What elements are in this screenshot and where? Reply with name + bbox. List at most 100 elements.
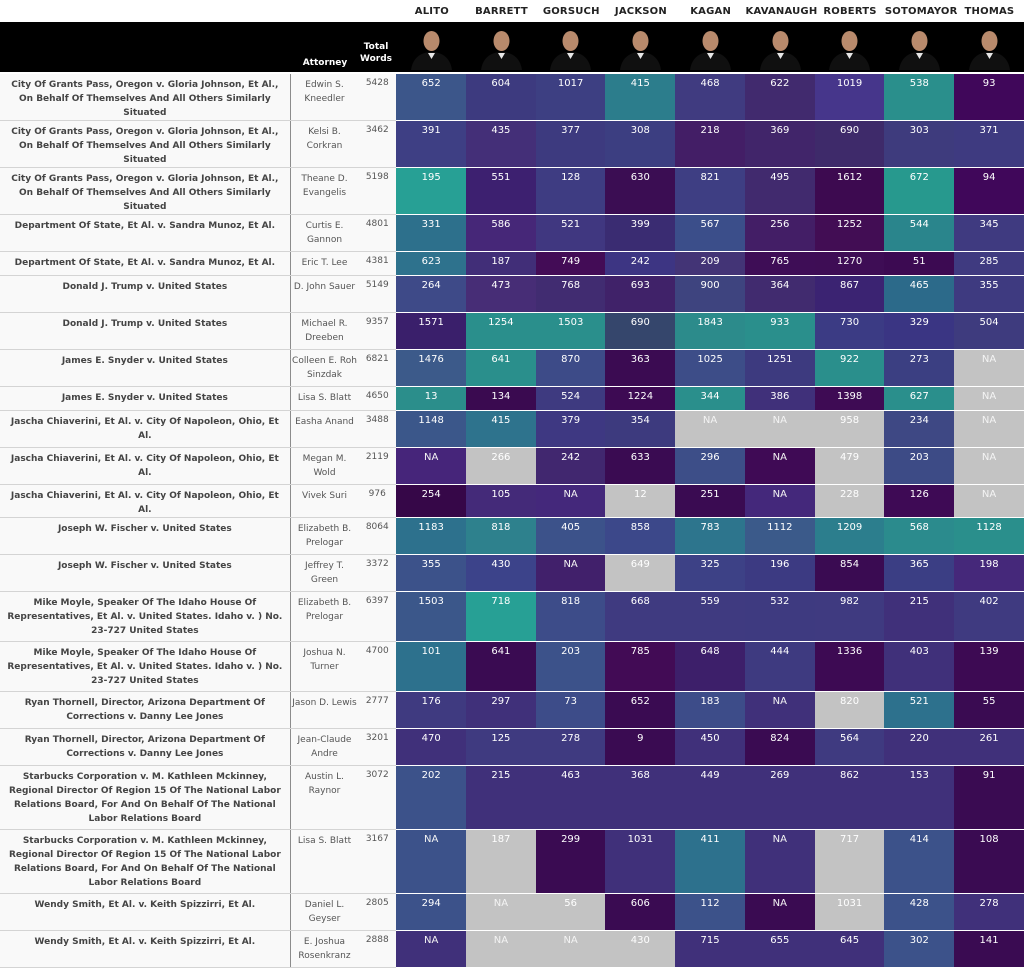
word-count-cell-alito: 355 xyxy=(396,554,467,592)
total-words-cell: 3372 xyxy=(358,554,397,592)
word-count-cell-barrett: 105 xyxy=(466,484,536,518)
justice-portrait-sotomayor xyxy=(885,26,954,70)
attorney-cell: E. Joshua Rosenkranz xyxy=(290,930,359,968)
total-words-cell: 6397 xyxy=(358,591,397,642)
word-count-cell-kagan: 183 xyxy=(675,691,745,729)
word-count-cell-barrett: 473 xyxy=(466,275,536,313)
word-count-cell-gorsuch: 73 xyxy=(535,691,606,729)
word-count-cell-roberts: 867 xyxy=(814,275,885,313)
word-count-cell-thomas: 94 xyxy=(954,167,1024,215)
word-count-cell-alito: NA xyxy=(396,829,467,894)
word-count-cell-gorsuch: 818 xyxy=(535,591,606,642)
word-count-cell-jackson: 606 xyxy=(605,893,676,931)
table-row: Jascha Chiaverini, Et Al. v. City Of Nap… xyxy=(0,447,1024,485)
attorney-cell: Jean-Claude Andre xyxy=(290,728,359,766)
word-count-cell-barrett: 415 xyxy=(466,410,536,448)
word-count-cell-barrett: 818 xyxy=(466,517,536,555)
word-count-cell-alito: 331 xyxy=(396,214,467,252)
table-row: City Of Grants Pass, Oregon v. Gloria Jo… xyxy=(0,120,1024,168)
word-count-cell-kavanaugh: 824 xyxy=(744,728,815,766)
table-row: Joseph W. Fischer v. United States Jeffre… xyxy=(0,554,1024,592)
word-count-cell-alito: 1503 xyxy=(396,591,467,642)
word-count-cell-barrett: 641 xyxy=(466,349,536,387)
word-count-cell-kavanaugh: 256 xyxy=(744,214,815,252)
word-count-cell-roberts: 1398 xyxy=(814,386,885,411)
word-count-cell-thomas: 141 xyxy=(954,930,1024,968)
case-name-cell: Joseph W. Fischer v. United States xyxy=(0,517,291,555)
word-count-cell-alito: NA xyxy=(396,447,467,485)
word-count-cell-roberts: 1336 xyxy=(814,641,885,692)
word-count-cell-thomas: 402 xyxy=(954,591,1024,642)
word-count-cell-kavanaugh: 269 xyxy=(744,765,815,830)
word-count-cell-gorsuch: NA xyxy=(535,554,606,592)
table-row: Donald J. Trump v. United States Michael … xyxy=(0,312,1024,350)
word-count-cell-kagan: 648 xyxy=(675,641,745,692)
word-count-cell-alito: 101 xyxy=(396,641,467,692)
word-count-cell-roberts: 690 xyxy=(814,120,885,168)
word-count-cell-gorsuch: 524 xyxy=(535,386,606,411)
justice-name-roberts: ROBERTS xyxy=(823,6,877,17)
word-count-cell-thomas: 91 xyxy=(954,765,1024,830)
word-count-cell-gorsuch: 128 xyxy=(535,167,606,215)
word-count-cell-alito: 264 xyxy=(396,275,467,313)
case-name-cell: City Of Grants Pass, Oregon v. Gloria Jo… xyxy=(0,74,291,121)
word-count-cell-barrett: NA xyxy=(466,893,536,931)
word-count-cell-kagan: 344 xyxy=(675,386,745,411)
table-row: Donald J. Trump v. United States D. John … xyxy=(0,275,1024,313)
justice-name-alito: ALITO xyxy=(414,6,449,17)
justice-portrait-roberts xyxy=(815,26,884,70)
total-words-cell: 5428 xyxy=(358,74,397,121)
table-row: Joseph W. Fischer v. United States Elizab… xyxy=(0,517,1024,555)
attorney-cell: Curtis E. Gannon xyxy=(290,214,359,252)
word-count-cell-barrett: 1254 xyxy=(466,312,536,350)
total-words-cell: 8064 xyxy=(358,517,397,555)
word-count-cell-gorsuch: 749 xyxy=(535,251,606,276)
word-count-cell-alito: 195 xyxy=(396,167,467,215)
word-count-cell-kagan: 468 xyxy=(675,74,745,121)
word-count-cell-barrett: 266 xyxy=(466,447,536,485)
table-row: Jascha Chiaverini, Et Al. v. City Of Nap… xyxy=(0,410,1024,448)
word-count-cell-alito: 294 xyxy=(396,893,467,931)
attorney-cell: Colleen E. Roh Sinzdak xyxy=(290,349,359,387)
word-count-cell-gorsuch: 379 xyxy=(535,410,606,448)
word-count-cell-kagan: 450 xyxy=(675,728,745,766)
word-count-cell-sotomayor: 672 xyxy=(884,167,955,215)
table-row: Mike Moyle, Speaker Of The Idaho House O… xyxy=(0,591,1024,642)
word-count-cell-kavanaugh: NA xyxy=(744,484,815,518)
word-count-cell-sotomayor: 215 xyxy=(884,591,955,642)
table-row: James E. Snyder v. United States Colleen … xyxy=(0,349,1024,387)
word-count-cell-kavanaugh: 369 xyxy=(744,120,815,168)
word-count-cell-kagan: 715 xyxy=(675,930,745,968)
word-count-cell-jackson: 430 xyxy=(605,930,676,968)
word-count-cell-kavanaugh: 364 xyxy=(744,275,815,313)
word-count-cell-kavanaugh: 532 xyxy=(744,591,815,642)
word-count-cell-kavanaugh: 1112 xyxy=(744,517,815,555)
word-count-cell-kagan: 325 xyxy=(675,554,745,592)
justice-portrait-gorsuch xyxy=(536,26,605,70)
word-count-cell-kavanaugh: NA xyxy=(744,691,815,729)
attorney-cell: Elizabeth B. Prelogar xyxy=(290,517,359,555)
justice-name-kagan: KAGAN xyxy=(690,6,732,17)
word-count-cell-gorsuch: 521 xyxy=(535,214,606,252)
word-count-cell-jackson: 308 xyxy=(605,120,676,168)
word-count-cell-barrett: 435 xyxy=(466,120,536,168)
word-count-cell-alito: 254 xyxy=(396,484,467,518)
table-row: City Of Grants Pass, Oregon v. Gloria Jo… xyxy=(0,167,1024,215)
word-count-cell-thomas: 371 xyxy=(954,120,1024,168)
word-count-cell-thomas: 504 xyxy=(954,312,1024,350)
word-count-cell-barrett: 718 xyxy=(466,591,536,642)
word-count-cell-thomas: NA xyxy=(954,447,1024,485)
table-row: Starbucks Corporation v. M. Kathleen Mck… xyxy=(0,765,1024,830)
word-count-cell-alito: 202 xyxy=(396,765,467,830)
word-count-cell-kavanaugh: NA xyxy=(744,410,815,448)
word-count-cell-roberts: 479 xyxy=(814,447,885,485)
word-count-cell-roberts: 1612 xyxy=(814,167,885,215)
total-words-cell: 2805 xyxy=(358,893,397,931)
table-row: Starbucks Corporation v. M. Kathleen Mck… xyxy=(0,829,1024,894)
attorney-cell: Jason D. Lewis xyxy=(290,691,359,729)
word-count-cell-sotomayor: 234 xyxy=(884,410,955,448)
word-count-cell-roberts: 730 xyxy=(814,312,885,350)
word-count-cell-kagan: 411 xyxy=(675,829,745,894)
total-words-cell: 3488 xyxy=(358,410,397,448)
word-count-cell-alito: 176 xyxy=(396,691,467,729)
